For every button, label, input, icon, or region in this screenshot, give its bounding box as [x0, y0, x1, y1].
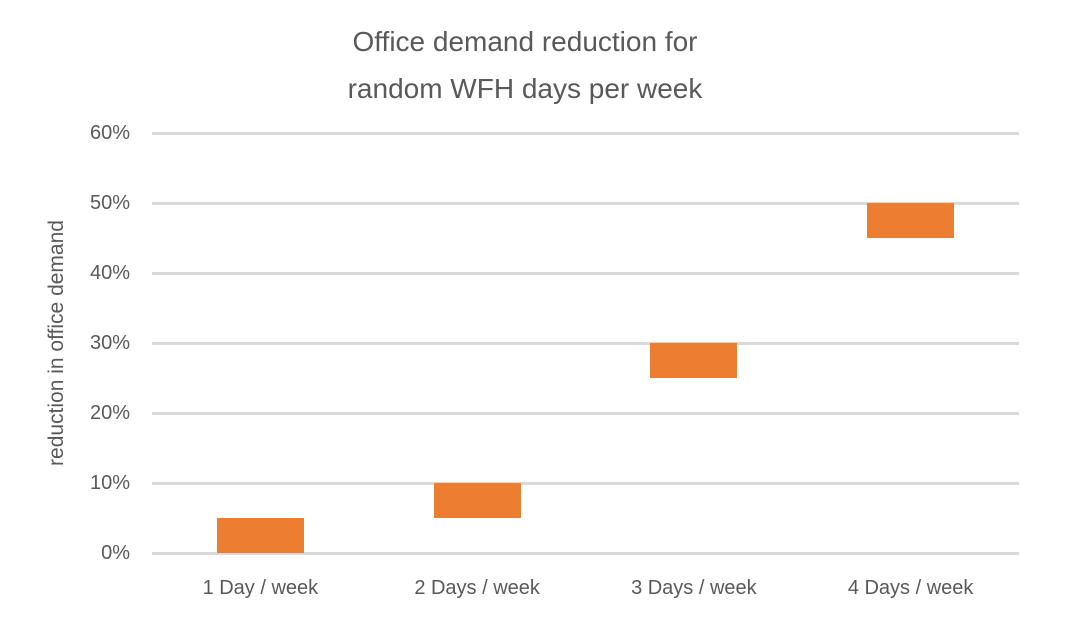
plot-area: [152, 131, 1019, 555]
chart-title-line1: Office demand reduction for: [352, 26, 698, 57]
x-category-label-2: 2 Days / week: [414, 577, 540, 599]
y-tick-label-60%: 60%: [89, 122, 130, 144]
chart-title-line2: random WFH days per week: [347, 73, 703, 104]
x-category-label-4: 4 Days / week: [847, 577, 974, 599]
bar-4-days-range: [867, 203, 955, 238]
gridline-30%: [152, 341, 1019, 345]
y-tick-label-0%: 0%: [101, 542, 130, 564]
gridline-10%: [152, 481, 1019, 485]
bar-2-days-range: [433, 483, 521, 518]
x-category-label-1: 1 Day / week: [202, 577, 319, 599]
chart-title: Office demand reduction for random WFH d…: [0, 18, 1050, 112]
x-category-label-3: 3 Days / week: [631, 577, 757, 599]
y-tick-label-10%: 10%: [89, 472, 130, 494]
y-tick-label-40%: 40%: [89, 262, 130, 284]
bar-3-days-range: [650, 343, 738, 378]
y-tick-label-20%: 20%: [89, 402, 130, 424]
y-tick-label-30%: 30%: [89, 332, 130, 354]
gridline-50%: [152, 201, 1019, 205]
gridline-0%: [152, 551, 1019, 555]
gridline-20%: [152, 411, 1019, 415]
gridline-40%: [152, 271, 1019, 275]
gridline-60%: [152, 131, 1019, 135]
y-tick-label-50%: 50%: [89, 192, 130, 214]
bar-1-days-range: [216, 518, 304, 553]
